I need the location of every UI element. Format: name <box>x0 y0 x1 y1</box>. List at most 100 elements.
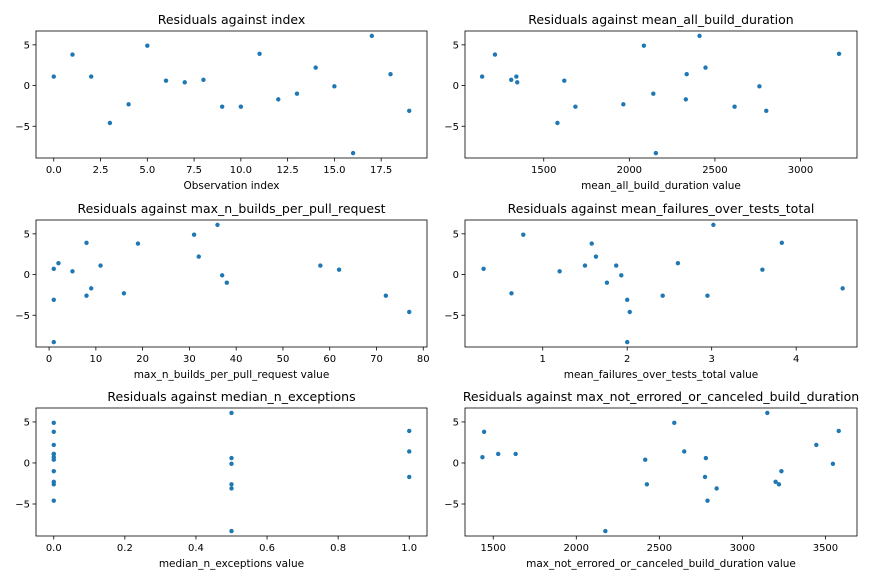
subplot-4: Residuals against mean_failures_over_tes… <box>444 201 858 381</box>
data-point <box>191 232 197 237</box>
data-point <box>814 442 819 448</box>
x-tick-label: 0.4 <box>188 543 204 554</box>
data-point <box>773 479 778 485</box>
data-point <box>407 449 412 454</box>
data-point <box>779 468 784 474</box>
axes-frame <box>464 219 858 348</box>
x-tick-label: 0.0 <box>46 543 62 554</box>
data-point <box>757 84 762 89</box>
data-point <box>51 442 56 448</box>
data-point <box>509 291 514 296</box>
data-point <box>776 482 782 487</box>
axes-frame <box>464 30 858 159</box>
x-tick-label: 2000 <box>564 543 589 554</box>
data-point <box>201 77 206 83</box>
x-tick-label: 4 <box>793 354 799 365</box>
data-point <box>573 104 578 109</box>
x-tick-label: 1500 <box>531 165 556 176</box>
data-point <box>229 461 234 466</box>
data-point <box>714 486 719 491</box>
data-point <box>229 455 234 461</box>
data-point <box>521 232 526 237</box>
y-tick-label: −5 <box>444 500 459 511</box>
data-point <box>625 297 630 302</box>
data-point <box>682 449 687 454</box>
x-axis-label: mean_failures_over_tests_total value <box>564 369 759 381</box>
y-tick-label: 0 <box>24 81 30 92</box>
data-point <box>196 254 201 259</box>
x-tick-label: 80 <box>417 354 430 365</box>
y-tick-label: 0 <box>453 270 459 281</box>
y-tick-label: 5 <box>24 417 30 428</box>
x-tick-label: 50 <box>277 354 290 365</box>
data-point <box>51 339 56 345</box>
data-point <box>84 293 89 298</box>
x-tick-label: 20 <box>136 354 149 365</box>
data-point <box>684 71 689 77</box>
x-tick-label: 0.0 <box>46 165 62 176</box>
subplot-3: Residuals against max_n_builds_per_pull_… <box>15 201 429 381</box>
x-tick-label: 2.5 <box>93 165 109 176</box>
data-point <box>229 410 234 416</box>
data-point <box>294 91 300 96</box>
data-point <box>407 309 412 315</box>
data-point <box>614 263 619 268</box>
x-axis-label: max_not_errored_or_canceled_build_durati… <box>526 558 796 570</box>
data-point <box>51 457 56 462</box>
x-tick-label: 10.0 <box>230 165 252 176</box>
data-point <box>702 474 708 480</box>
data-point <box>779 240 785 245</box>
data-point <box>98 263 103 268</box>
data-point <box>369 33 375 39</box>
x-tick-label: 7.5 <box>186 165 202 176</box>
x-tick-label: 2500 <box>702 165 727 176</box>
data-point <box>705 498 710 503</box>
data-point <box>407 474 412 480</box>
data-point <box>672 420 677 425</box>
x-tick-label: 17.5 <box>370 165 392 176</box>
data-point <box>589 241 594 246</box>
data-point <box>88 74 94 79</box>
data-point <box>70 52 75 57</box>
data-point <box>675 260 681 266</box>
axes-frame <box>464 407 858 537</box>
data-point <box>238 104 244 109</box>
data-point <box>621 102 626 107</box>
data-point <box>257 51 262 56</box>
data-point <box>163 78 169 83</box>
data-point <box>836 51 842 56</box>
y-tick-label: −5 <box>444 311 459 322</box>
x-tick-label: 12.5 <box>276 165 298 176</box>
x-axis-label: Observation index <box>183 180 279 192</box>
data-point <box>480 455 485 460</box>
data-point <box>582 263 588 268</box>
data-point <box>703 455 709 461</box>
axes-frame <box>35 30 428 159</box>
y-tick-label: −5 <box>444 122 459 133</box>
data-point <box>513 451 518 457</box>
data-point <box>182 80 187 85</box>
x-axis-label: mean_all_build_duration value <box>581 180 741 192</box>
data-point <box>332 84 337 89</box>
data-point <box>562 78 567 83</box>
data-point <box>711 222 716 228</box>
data-point <box>644 482 650 487</box>
y-tick-label: 0 <box>453 458 459 469</box>
data-point <box>625 339 630 345</box>
data-point <box>219 104 225 109</box>
x-tick-label: 40 <box>230 354 243 365</box>
x-tick-label: 1.0 <box>401 543 417 554</box>
y-tick-label: 0 <box>24 270 30 281</box>
x-tick-label: 15.0 <box>323 165 345 176</box>
data-point <box>51 420 56 425</box>
x-tick-label: 10 <box>89 354 102 365</box>
data-point <box>224 280 230 285</box>
data-point <box>603 528 608 534</box>
data-point <box>56 260 61 266</box>
x-tick-label: 5.0 <box>139 165 155 176</box>
data-point <box>481 429 487 434</box>
y-tick-label: 5 <box>24 40 30 51</box>
data-point <box>121 291 127 296</box>
